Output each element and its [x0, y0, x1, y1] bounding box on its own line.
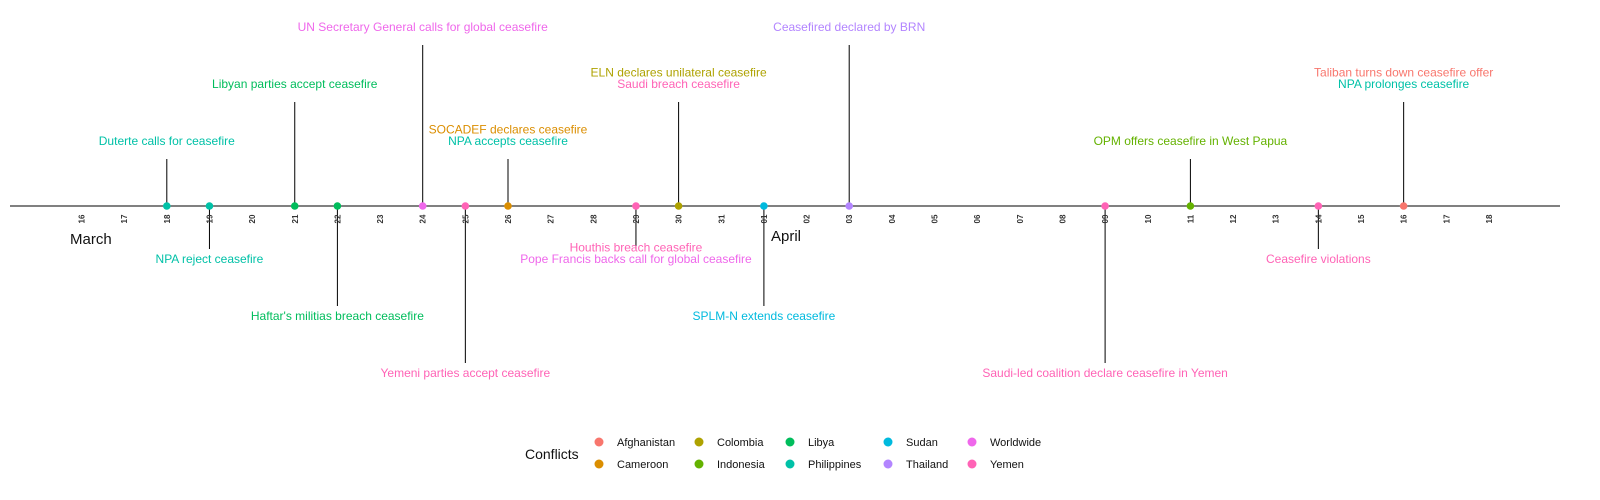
tick-label: 18 [1485, 214, 1494, 223]
event-label: Yemeni parties accept ceasefire [381, 366, 551, 380]
event-stems-layer [166, 45, 1405, 363]
legend: Conflicts Afghanistan Cameroon Colombia Ind… [525, 437, 1041, 471]
tick-label: 11 [1186, 214, 1195, 223]
legend-label: Philippines [808, 459, 862, 471]
event-point [1186, 202, 1195, 210]
event-labels-layer: Duterte calls for ceasefire NPA reject ce… [99, 20, 1493, 380]
legend-label: Thailand [906, 459, 948, 471]
tick-label: 06 [973, 214, 982, 223]
tick-label: 21 [291, 214, 300, 223]
event-label: OPM offers ceasefire in West Papua [1094, 134, 1288, 148]
tick-label: 16 [78, 214, 87, 223]
legend-label: Sudan [906, 437, 938, 449]
event-label: Duterte calls for ceasefire [99, 134, 235, 148]
legend-key [967, 437, 977, 447]
event-label: Ceasefire violations [1266, 252, 1371, 266]
tick-label: 23 [376, 214, 385, 223]
event-label: SPLM-N extends ceasefire [693, 309, 836, 323]
tick-labels-layer: 16 17 18 19 20 21 22 23 24 25 26 27 28 29 30 31 01 02 03 04… [78, 214, 1494, 223]
tick-label: 07 [1016, 214, 1025, 223]
event-point [418, 202, 427, 210]
tick-label: 02 [803, 214, 812, 223]
legend-title: Conflicts [525, 446, 579, 462]
event-label: Saudi breach ceasefire [617, 77, 740, 91]
event-label: Haftar's militias breach ceasefire [251, 309, 424, 323]
event-label: NPA reject ceasefire [156, 252, 264, 266]
legend-label: Worldwide [990, 437, 1041, 449]
tick-label: 27 [547, 214, 556, 223]
event-point [461, 202, 470, 210]
legend-key [883, 459, 893, 469]
tick-label: 25 [461, 214, 470, 223]
event-point [1101, 202, 1109, 210]
event-points-layer [163, 202, 1408, 210]
legend-key [967, 459, 977, 469]
legend-key [694, 459, 704, 469]
event-point [504, 202, 512, 210]
tick-label: 05 [931, 214, 940, 223]
legend-label: Indonesia [717, 459, 766, 471]
tick-label: 20 [248, 214, 257, 223]
tick-label: 03 [845, 214, 854, 223]
tick-label: 04 [888, 214, 897, 223]
legend-key [785, 437, 795, 447]
tick-label: 28 [589, 214, 598, 223]
event-label: SOCADEF declares ceasefire [429, 123, 588, 137]
legend-label: Libya [808, 437, 835, 449]
event-label: Saudi-led coalition declare ceasefire in… [982, 366, 1228, 380]
event-label: Houthis breach ceasefire [570, 241, 703, 255]
event-label: UN Secretary General calls for global ce… [298, 20, 548, 34]
legend-key [883, 437, 893, 447]
legend-label: Yemen [990, 459, 1024, 471]
tick-label: 30 [675, 214, 684, 223]
tick-label: 13 [1272, 214, 1281, 223]
tick-label: 09 [1101, 214, 1110, 223]
event-point [1314, 202, 1323, 210]
event-label: Pope Francis backs call for global cease… [520, 252, 752, 266]
event-label: NPA accepts ceasefire [448, 134, 568, 148]
legend-key [594, 437, 604, 447]
month-label: March [70, 231, 112, 248]
event-point [205, 202, 214, 210]
event-point [333, 202, 342, 210]
legend-key [594, 459, 604, 469]
tick-label: 10 [1144, 214, 1153, 223]
tick-label: 16 [1400, 214, 1409, 223]
tick-label: 19 [205, 214, 214, 223]
event-point [845, 202, 853, 210]
legend-label: Afghanistan [617, 437, 675, 449]
legend-key [785, 459, 795, 469]
tick-label: 22 [333, 214, 342, 223]
tick-label: 08 [1058, 214, 1067, 223]
tick-label: 26 [504, 214, 513, 223]
legend-key [694, 437, 704, 447]
event-point [674, 202, 683, 210]
event-point [1399, 202, 1408, 210]
tick-label: 01 [760, 214, 769, 223]
event-label: Libyan parties accept ceasefire [212, 77, 378, 91]
event-label: Taliban turns down ceasefire offer [1314, 66, 1493, 80]
tick-label: 17 [120, 214, 129, 223]
tick-label: 24 [419, 214, 428, 223]
tick-label: 14 [1314, 214, 1323, 223]
tick-label: 15 [1357, 214, 1366, 223]
event-label: NPA prolonges ceasefire [1338, 77, 1470, 91]
tick-label: 29 [632, 214, 641, 223]
event-point [163, 202, 171, 210]
event-point [632, 202, 640, 210]
event-point [760, 202, 768, 210]
event-label: ELN declares unilateral ceasefire [591, 66, 767, 80]
event-label: Ceasefired declared by BRN [773, 20, 925, 34]
event-point [290, 202, 299, 210]
tick-label: 31 [717, 214, 726, 223]
legend-label: Colombia [717, 437, 764, 449]
tick-label: 12 [1229, 214, 1238, 223]
tick-label: 17 [1442, 214, 1451, 223]
month-label: April [771, 228, 801, 245]
tick-label: 18 [163, 214, 172, 223]
legend-label: Cameroon [617, 459, 668, 471]
month-labels-layer: March April [70, 228, 801, 248]
